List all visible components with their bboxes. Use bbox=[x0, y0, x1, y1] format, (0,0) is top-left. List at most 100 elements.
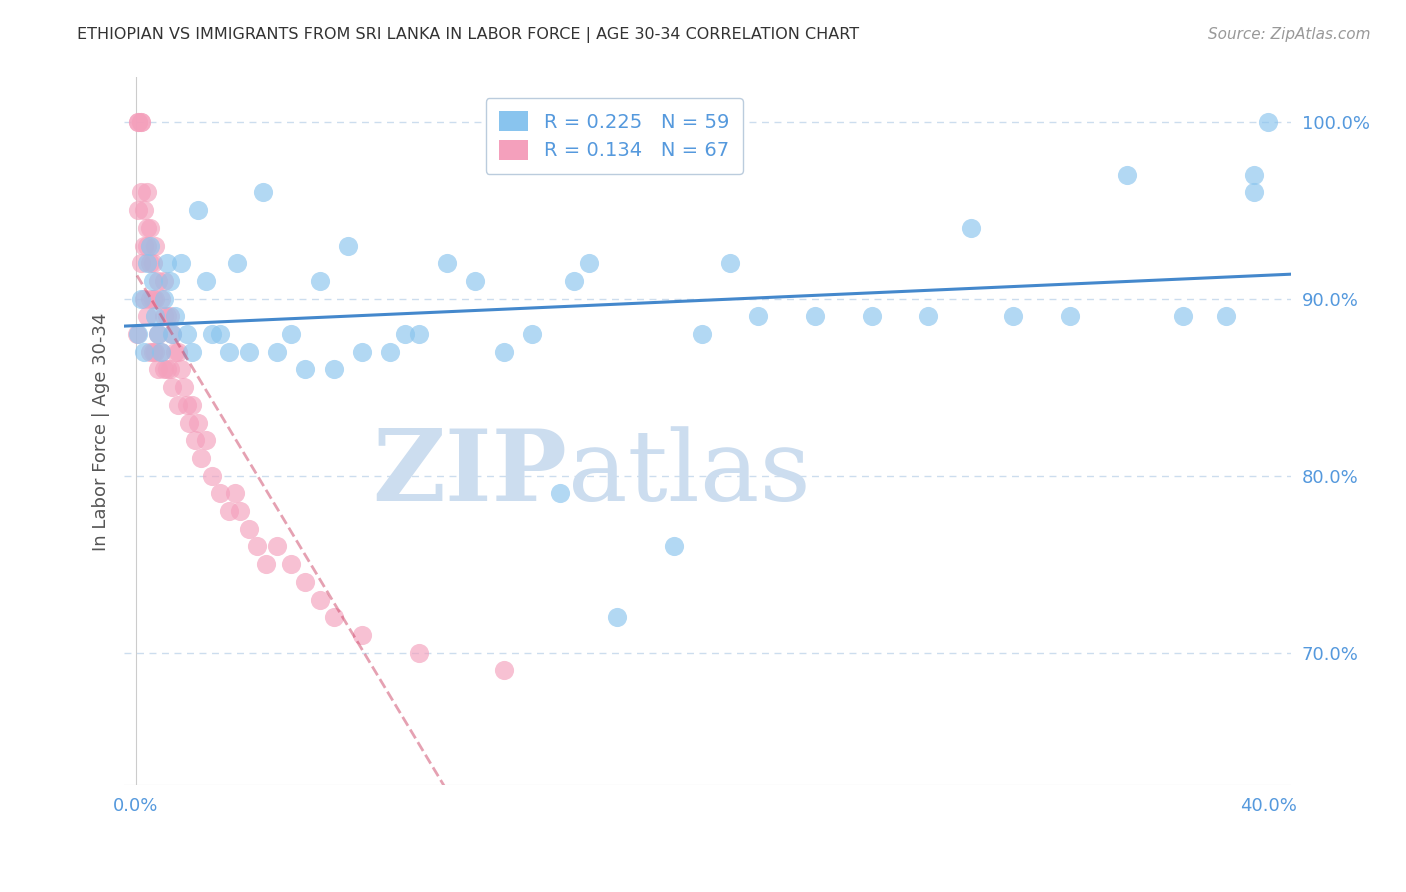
Point bbox=[127, 114, 149, 128]
Point bbox=[127, 327, 149, 342]
Text: ZIP: ZIP bbox=[373, 425, 568, 523]
Point bbox=[159, 362, 181, 376]
Point bbox=[141, 274, 163, 288]
Point bbox=[132, 203, 155, 218]
Point bbox=[153, 292, 176, 306]
Point bbox=[352, 628, 374, 642]
Point bbox=[129, 114, 152, 128]
Point bbox=[578, 256, 600, 270]
Point bbox=[162, 327, 184, 342]
Point bbox=[564, 274, 586, 288]
Point bbox=[201, 327, 224, 342]
Point bbox=[1173, 310, 1195, 324]
Point bbox=[138, 220, 160, 235]
Point bbox=[187, 416, 209, 430]
Point bbox=[492, 664, 515, 678]
Point bbox=[238, 344, 260, 359]
Point bbox=[280, 558, 302, 572]
Point bbox=[1215, 310, 1237, 324]
Point bbox=[173, 380, 195, 394]
Point bbox=[266, 540, 288, 554]
Point bbox=[226, 256, 249, 270]
Point bbox=[1243, 168, 1265, 182]
Point bbox=[917, 310, 939, 324]
Point bbox=[229, 504, 252, 518]
Point bbox=[176, 398, 198, 412]
Point bbox=[148, 327, 170, 342]
Text: Source: ZipAtlas.com: Source: ZipAtlas.com bbox=[1208, 27, 1371, 42]
Point bbox=[254, 558, 277, 572]
Point bbox=[167, 398, 190, 412]
Point bbox=[145, 292, 167, 306]
Point bbox=[162, 327, 184, 342]
Point bbox=[1257, 114, 1279, 128]
Point bbox=[138, 344, 160, 359]
Point bbox=[156, 362, 179, 376]
Point bbox=[153, 310, 176, 324]
Point bbox=[150, 344, 173, 359]
Point bbox=[127, 203, 149, 218]
Point bbox=[148, 274, 170, 288]
Point bbox=[135, 238, 157, 252]
Point bbox=[150, 292, 173, 306]
Point bbox=[184, 434, 207, 448]
Point bbox=[380, 344, 402, 359]
Point bbox=[959, 220, 981, 235]
Point bbox=[132, 344, 155, 359]
Point bbox=[181, 344, 204, 359]
Point bbox=[352, 344, 374, 359]
Point bbox=[224, 486, 246, 500]
Point bbox=[322, 610, 344, 624]
Point bbox=[218, 504, 240, 518]
Point bbox=[436, 256, 458, 270]
Point bbox=[190, 450, 212, 465]
Point bbox=[492, 344, 515, 359]
Point bbox=[1115, 168, 1137, 182]
Point bbox=[408, 646, 430, 660]
Point bbox=[1002, 310, 1025, 324]
Point bbox=[170, 256, 193, 270]
Point bbox=[141, 256, 163, 270]
Point bbox=[125, 327, 148, 342]
Point bbox=[1059, 310, 1081, 324]
Point bbox=[145, 238, 167, 252]
Point bbox=[165, 310, 187, 324]
Point bbox=[138, 238, 160, 252]
Point bbox=[690, 327, 713, 342]
Legend: R = 0.225   N = 59, R = 0.134   N = 67: R = 0.225 N = 59, R = 0.134 N = 67 bbox=[485, 98, 742, 174]
Point bbox=[145, 310, 167, 324]
Point bbox=[159, 310, 181, 324]
Point bbox=[520, 327, 543, 342]
Point bbox=[804, 310, 827, 324]
Point bbox=[170, 362, 193, 376]
Point bbox=[408, 327, 430, 342]
Point bbox=[606, 610, 628, 624]
Point bbox=[135, 186, 157, 200]
Point bbox=[548, 486, 571, 500]
Point bbox=[132, 238, 155, 252]
Point bbox=[129, 256, 152, 270]
Point bbox=[322, 362, 344, 376]
Text: ETHIOPIAN VS IMMIGRANTS FROM SRI LANKA IN LABOR FORCE | AGE 30-34 CORRELATION CH: ETHIOPIAN VS IMMIGRANTS FROM SRI LANKA I… bbox=[77, 27, 859, 43]
Point bbox=[138, 292, 160, 306]
Point bbox=[135, 256, 157, 270]
Point bbox=[132, 292, 155, 306]
Point bbox=[148, 362, 170, 376]
Point bbox=[266, 344, 288, 359]
Point bbox=[336, 238, 359, 252]
Point bbox=[179, 416, 201, 430]
Point bbox=[218, 344, 240, 359]
Point bbox=[148, 327, 170, 342]
Point bbox=[176, 327, 198, 342]
Point bbox=[246, 540, 269, 554]
Point bbox=[464, 274, 486, 288]
Y-axis label: In Labor Force | Age 30-34: In Labor Force | Age 30-34 bbox=[93, 312, 110, 550]
Point bbox=[252, 186, 274, 200]
Point bbox=[135, 310, 157, 324]
Point bbox=[201, 468, 224, 483]
Point bbox=[394, 327, 416, 342]
Point bbox=[860, 310, 883, 324]
Point bbox=[135, 220, 157, 235]
Point bbox=[156, 310, 179, 324]
Point bbox=[209, 486, 232, 500]
